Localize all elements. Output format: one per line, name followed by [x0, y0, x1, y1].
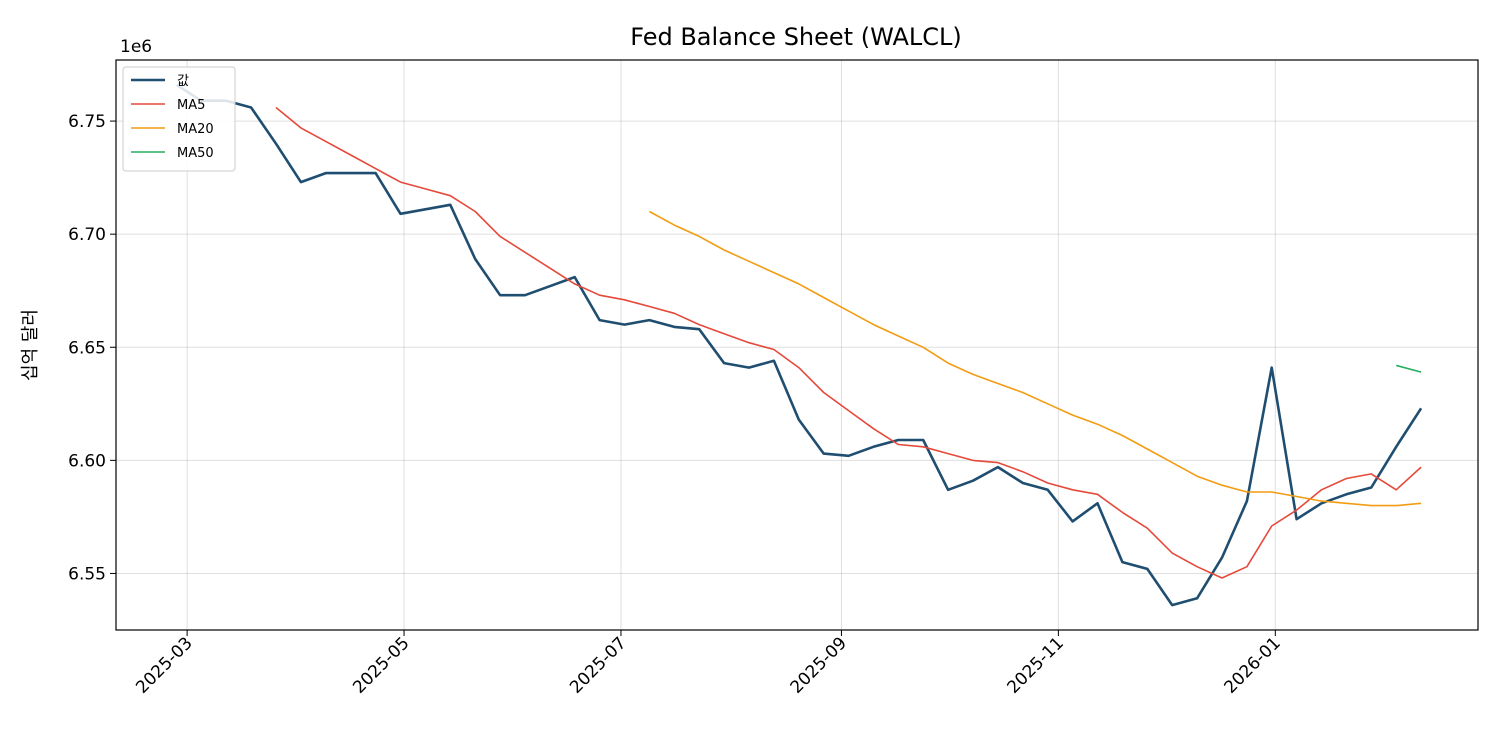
chart-title: Fed Balance Sheet (WALCL)	[630, 23, 962, 51]
plot-frame	[115, 59, 1479, 631]
series-line-ma5	[275, 106, 1422, 579]
y-tick-label: 6.55	[68, 564, 106, 584]
legend-box	[122, 66, 236, 172]
legend-label: MA50	[177, 146, 214, 161]
legend-label: MA5	[177, 98, 205, 113]
legend-label: MA20	[177, 122, 214, 137]
y-tick-label: 6.70	[68, 225, 106, 245]
series-line-ma20	[649, 210, 1422, 507]
y-tick-label: 6.65	[68, 338, 106, 358]
y-tick-label: 6.75	[68, 112, 106, 132]
y-tick-label: 6.60	[68, 451, 106, 471]
series-line-ma50	[1395, 364, 1422, 373]
series-line-value	[175, 83, 1423, 607]
y-axis-offset-label: 1e6	[120, 37, 152, 57]
y-axis-label: 십억 달러	[20, 309, 41, 381]
legend-label: 값	[177, 74, 189, 89]
legend: 값 MA5 MA20 MA50	[122, 66, 236, 172]
plot-series	[175, 83, 1423, 607]
grid	[116, 60, 1478, 630]
